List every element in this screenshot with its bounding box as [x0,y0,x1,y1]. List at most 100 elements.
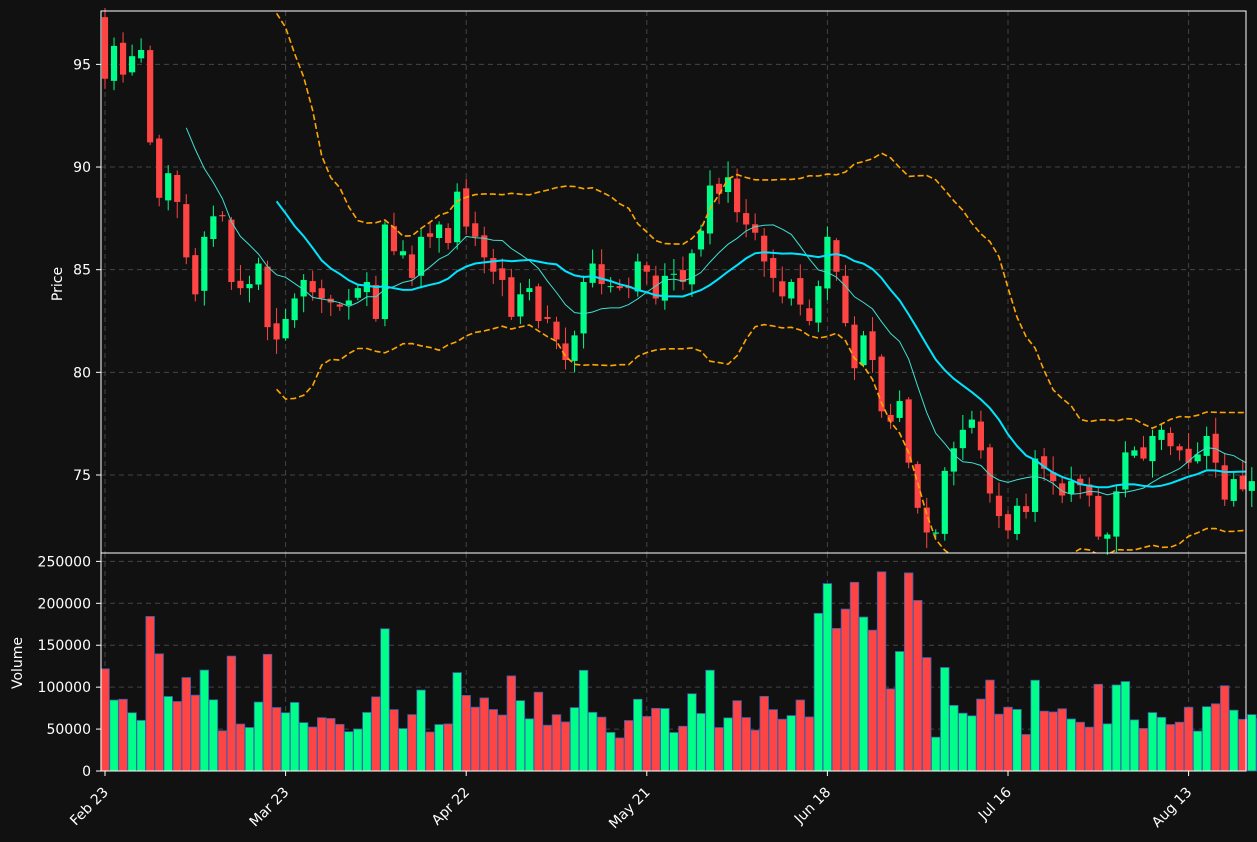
candle-body [562,343,569,361]
candle-body [1230,479,1237,501]
candle-body [688,253,696,285]
candle-body [1086,484,1093,496]
volume-bar [714,727,724,772]
candle-body [128,56,136,73]
candle-body [426,233,434,237]
volume-bar [307,726,318,772]
volume-bar [452,672,462,772]
volume-y-tick-label: 0 [82,764,91,780]
volume-bar [524,718,535,772]
volume-bar [994,713,1004,772]
volume-y-tick-label: 50000 [46,722,91,738]
volume-bar [1003,706,1013,772]
candle-body [986,447,994,494]
price-y-axis: 75 80 85 90 95 [73,57,101,484]
volume-bar [1210,703,1221,772]
candle-body [445,228,452,243]
volume-bar [100,668,110,772]
volume-bar [344,731,354,772]
volume-bar [515,700,526,772]
volume-bar [660,708,670,772]
candle-body [995,495,1003,517]
candle-body [336,304,343,307]
candle-body [887,414,894,422]
volume-bar [262,653,273,772]
volume-bar [1120,681,1131,772]
candle-body [1095,495,1102,537]
candle-body [1131,450,1138,456]
volume-bar [181,677,191,772]
candle-body [1004,514,1012,531]
fast-ma-line [185,127,1246,496]
volume-bar [642,716,652,772]
candle-body [1203,435,1210,456]
candle-body [770,257,777,278]
volume-bar [109,699,119,772]
candle-body [878,356,885,412]
volume-bar [199,669,210,772]
candle-body [779,281,786,297]
candle-body [1077,478,1084,486]
volume-bar [596,716,607,772]
volume-y-tick-label: 250000 [38,554,91,570]
volume-bar [118,698,128,772]
volume-bar [1138,728,1149,772]
volume-bar [822,583,833,772]
candle-body [381,224,389,320]
volume-y-tick-label: 100000 [38,680,91,696]
candle-body [824,236,831,289]
upper-band-line [275,12,1246,430]
volume-bar [732,700,742,772]
candle-body [580,282,587,334]
candle-body [237,280,244,289]
volume-bar [687,693,697,772]
volume-bar [804,716,815,772]
volume-bar [235,723,246,772]
candle-body [300,279,307,297]
volume-bar [1048,711,1058,772]
volume-bar [335,723,345,772]
volume-bar [1066,718,1076,772]
candle-body [1239,475,1246,490]
volume-bar [542,724,553,772]
candle-body [761,235,768,262]
candle-body [282,318,289,339]
candle-body [363,282,370,293]
volume-bar [669,732,679,772]
candle-body [724,177,732,193]
candle-body [309,281,316,293]
candle-body [526,288,533,292]
candle-body [589,263,596,283]
volume-bar [1247,714,1257,772]
volume-bar [389,709,399,772]
candle-body [670,273,677,275]
candle-body [1176,446,1183,451]
volume-bar [208,699,219,772]
candle-body [228,219,235,282]
volume-bar [985,679,995,772]
volume-bar [190,694,201,772]
volume-bar [813,612,824,772]
volume-bar [578,669,589,772]
volume-bar [1093,683,1104,772]
volume-bar [163,696,173,772]
volume-bar [1229,709,1239,772]
volume-bar [253,701,264,772]
candle-body [210,216,217,240]
volume-bar [949,704,959,772]
volume-bar [434,724,444,772]
candle-body [860,335,867,366]
candle-body [1022,506,1030,512]
slow-ma-line [275,200,1246,489]
candle-body [1050,472,1057,482]
price-candles [101,8,1255,555]
volume-bar [705,669,715,772]
volume-bar [849,581,860,772]
volume-bar [289,702,300,772]
price-y-tick-label: 90 [73,160,91,176]
candle-body [923,507,930,533]
candle-body [752,224,759,233]
volume-bar [154,653,164,772]
candle-body [652,275,659,299]
